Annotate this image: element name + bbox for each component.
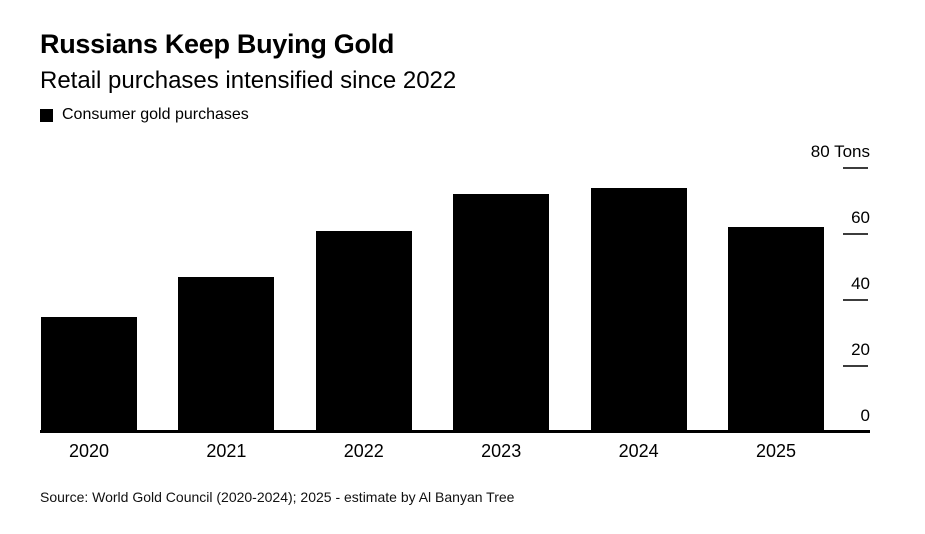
bar-2023 <box>453 194 550 432</box>
y-axis-tick-label: 20 <box>851 340 870 359</box>
bar-2025 <box>728 227 824 432</box>
y-axis-tick-label: 40 <box>851 274 870 293</box>
x-axis-label: 2023 <box>481 441 522 461</box>
bar-chart: 0 20 40 60 80 Tons 2020 2021 2022 2023 2024 2025 <box>40 140 870 470</box>
legend-swatch-icon <box>40 108 53 122</box>
x-axis-label: 2024 <box>618 441 659 461</box>
source-note: Source: World Gold Council (2020-2024); … <box>40 489 515 505</box>
legend-label: Consumer gold purchases <box>62 106 249 123</box>
bar-2021 <box>178 276 275 432</box>
x-axis-label: 2020 <box>68 441 110 461</box>
y-axis-tick-label: 60 <box>851 208 870 227</box>
y-axis-tick <box>843 233 868 235</box>
bar-2020 <box>41 316 137 432</box>
chart-subtitle: Retail purchases intensified since 2022 <box>40 67 457 94</box>
legend: Consumer gold purchases <box>40 105 249 125</box>
chart-title: Russians Keep Buying Gold <box>40 29 395 59</box>
y-axis-tick <box>843 167 868 169</box>
bar-2024 <box>590 187 687 432</box>
x-axis-label: 2025 <box>755 441 797 461</box>
y-axis-tick <box>843 299 868 301</box>
y-axis-tick <box>843 365 868 367</box>
y-axis-tick-label: 0 <box>860 406 870 425</box>
y-axis-tick-label: 80 Tons <box>810 142 870 161</box>
x-axis-label: 2021 <box>206 441 247 461</box>
x-axis-label: 2022 <box>343 441 384 461</box>
bar-2022 <box>315 230 412 432</box>
